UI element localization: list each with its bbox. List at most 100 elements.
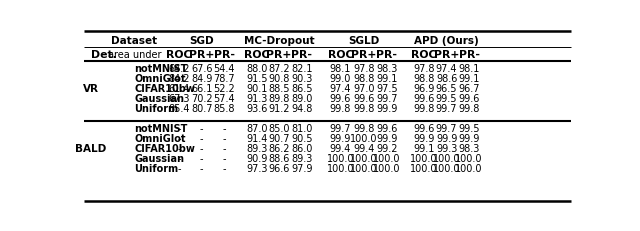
Text: PR+: PR+ [351,50,376,60]
Text: 99.8: 99.8 [413,104,435,114]
Text: 97.4: 97.4 [436,63,458,73]
Text: 99.9: 99.9 [376,133,397,143]
Text: 52.2: 52.2 [213,84,235,94]
Text: 96.9: 96.9 [413,84,435,94]
Text: 97.3: 97.3 [246,164,268,174]
Text: 85.8: 85.8 [213,104,235,114]
Text: 98.3: 98.3 [376,63,397,73]
Text: Dataset: Dataset [111,36,157,46]
Text: PR+: PR+ [189,50,214,60]
Text: 99.5: 99.5 [458,123,480,133]
Text: 100.0: 100.0 [433,164,460,174]
Text: 96.5: 96.5 [436,84,458,94]
Text: 86.0: 86.0 [291,143,312,153]
Text: Uniform: Uniform [134,164,179,174]
Text: 70.2: 70.2 [191,94,212,104]
Text: PR+: PR+ [266,50,292,60]
Text: 85.0: 85.0 [268,123,290,133]
Text: 88.5: 88.5 [268,84,290,94]
Text: 100.0: 100.0 [326,154,354,164]
Text: 67.3: 67.3 [168,94,190,104]
Text: VR: VR [83,84,99,94]
Text: ROC: ROC [328,50,353,60]
Text: 99.9: 99.9 [376,104,397,114]
Text: -: - [177,154,181,164]
Text: 96.7: 96.7 [458,84,480,94]
Text: 99.6: 99.6 [458,94,480,104]
Text: 67.6: 67.6 [191,63,212,73]
Text: BALD: BALD [76,143,106,153]
Text: 99.8: 99.8 [330,104,351,114]
Text: 99.7: 99.7 [436,104,458,114]
Text: 99.5: 99.5 [436,94,458,104]
Text: OmniGlot: OmniGlot [134,133,186,143]
Text: -: - [200,143,204,153]
Text: Det.: Det. [91,50,116,60]
Text: notMNIST: notMNIST [134,63,188,73]
Text: 97.9: 97.9 [291,164,312,174]
Text: 99.6: 99.6 [353,94,374,104]
Text: 88.6: 88.6 [269,154,290,164]
Text: PR-: PR- [376,50,397,60]
Text: 93.6: 93.6 [246,104,268,114]
Text: 98.3: 98.3 [458,143,480,153]
Text: PR-: PR- [214,50,235,60]
Text: 100.0: 100.0 [350,133,378,143]
Text: APD (Ours): APD (Ours) [414,36,479,46]
Text: 100.0: 100.0 [410,154,438,164]
Text: 57.4: 57.4 [213,94,235,104]
Text: 81.0: 81.0 [291,123,312,133]
Text: -: - [223,154,226,164]
Text: MC-Dropout: MC-Dropout [244,36,314,46]
Text: 99.8: 99.8 [458,104,480,114]
Text: 97.4: 97.4 [330,84,351,94]
Text: 91.5: 91.5 [246,73,268,83]
Text: 91.4: 91.4 [246,133,268,143]
Text: 100.0: 100.0 [373,154,401,164]
Text: 99.4: 99.4 [330,143,351,153]
Text: 99.8: 99.8 [353,123,374,133]
Text: 86.2: 86.2 [268,143,290,153]
Text: 100.0: 100.0 [433,154,460,164]
Text: 90.5: 90.5 [291,133,312,143]
Text: 99.4: 99.4 [353,143,374,153]
Text: Gaussian: Gaussian [134,154,184,164]
Text: 87.2: 87.2 [268,63,290,73]
Text: 98.6: 98.6 [436,73,457,83]
Text: -: - [200,154,204,164]
Text: 90.7: 90.7 [268,133,290,143]
Text: 61.4: 61.4 [168,84,190,94]
Text: 78.7: 78.7 [213,73,235,83]
Text: 99.2: 99.2 [376,143,397,153]
Text: 84.9: 84.9 [191,73,212,83]
Text: 97.0: 97.0 [353,84,374,94]
Text: 99.7: 99.7 [330,123,351,133]
Text: 99.0: 99.0 [330,73,351,83]
Text: 99.9: 99.9 [413,133,435,143]
Text: 100.0: 100.0 [350,154,378,164]
Text: 87.0: 87.0 [246,123,268,133]
Text: 98.1: 98.1 [330,63,351,73]
Text: -: - [200,133,204,143]
Text: 97.5: 97.5 [376,84,397,94]
Text: PR+: PR+ [434,50,460,60]
Text: 54.4: 54.4 [213,63,235,73]
Text: 89.3: 89.3 [246,143,268,153]
Text: 99.9: 99.9 [458,133,480,143]
Text: -: - [177,143,181,153]
Text: 99.7: 99.7 [436,123,458,133]
Text: 98.1: 98.1 [458,63,480,73]
Text: 100.0: 100.0 [455,164,483,174]
Text: -: - [223,123,226,133]
Text: CIFAR10bw: CIFAR10bw [134,143,195,153]
Text: -: - [177,123,181,133]
Text: notMNIST: notMNIST [134,123,188,133]
Text: Gaussian: Gaussian [134,94,184,104]
Text: -: - [177,164,181,174]
Text: PR-: PR- [291,50,312,60]
Text: 99.1: 99.1 [376,73,397,83]
Text: 91.3: 91.3 [246,94,268,104]
Text: 64.2: 64.2 [168,63,190,73]
Text: 99.9: 99.9 [436,133,457,143]
Text: 100.0: 100.0 [410,164,438,174]
